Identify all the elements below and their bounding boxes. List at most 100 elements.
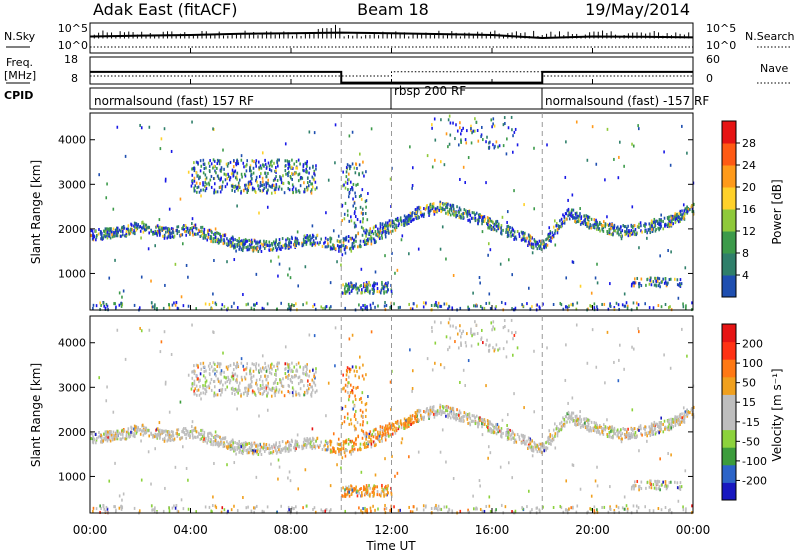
power-mark <box>433 212 436 216</box>
power-mark <box>482 219 484 223</box>
velocity-mark <box>548 437 551 441</box>
power-mark <box>334 161 336 165</box>
power-mark <box>547 235 550 239</box>
velocity-mark <box>576 423 579 427</box>
velocity-mark <box>194 428 197 432</box>
velocity-mark <box>640 427 642 431</box>
power-mark <box>329 236 331 240</box>
power-mark <box>434 158 436 162</box>
power-mark <box>213 191 215 195</box>
velocity-mark <box>249 367 252 371</box>
power-mark <box>360 225 363 229</box>
velocity-mark <box>505 431 508 435</box>
velocity-mark <box>674 416 676 420</box>
power-mark <box>185 225 188 229</box>
power-mark <box>297 284 300 288</box>
velocity-mark <box>268 370 271 374</box>
power-mark <box>626 304 629 308</box>
power-mark <box>371 287 374 291</box>
power-mark <box>93 234 95 238</box>
power-mark <box>653 223 656 227</box>
power-mark <box>477 217 480 221</box>
velocity-mark <box>247 448 249 452</box>
freq-label-1: Freq. <box>6 56 33 69</box>
velocity-mark <box>533 442 536 446</box>
velocity-mark <box>279 378 281 382</box>
power-mark <box>361 188 364 192</box>
velocity-mark <box>490 422 493 426</box>
power-mark <box>208 228 211 232</box>
power-mark <box>305 161 308 165</box>
power-mark <box>226 243 229 247</box>
velocity-mark <box>330 440 333 444</box>
power-mark <box>658 221 660 225</box>
velocity-mark <box>171 434 173 438</box>
power-mark <box>452 212 454 216</box>
power-mark <box>305 240 308 244</box>
power-mark <box>182 225 184 229</box>
velocity-mark <box>119 437 122 441</box>
velocity-mark <box>222 445 225 449</box>
power-mark <box>244 187 247 191</box>
power-mark <box>609 282 611 286</box>
velocity-mark <box>357 385 359 389</box>
velocity-mark <box>183 431 186 435</box>
power-mark <box>338 245 341 249</box>
velocity-mark <box>587 422 590 426</box>
velocity-mark <box>203 436 206 440</box>
velocity-mark <box>382 432 385 436</box>
power-mark <box>344 290 347 294</box>
power-mark <box>471 131 473 135</box>
power-mark <box>363 238 366 242</box>
power-mark <box>305 185 308 189</box>
power-mark <box>470 141 473 145</box>
power-mark <box>231 168 234 172</box>
velocity-mark <box>202 439 205 443</box>
velocity-mark <box>116 429 119 433</box>
velocity-mark <box>554 432 557 436</box>
velocity-mark <box>261 392 264 396</box>
power-mark <box>527 243 529 247</box>
velocity-mark <box>475 414 478 418</box>
velocity-mark <box>545 446 547 450</box>
power-mark <box>327 244 330 248</box>
velocity-mark <box>90 437 93 441</box>
velocity-mark <box>194 387 197 391</box>
power-mark <box>526 236 528 240</box>
velocity-mark <box>652 423 655 427</box>
power-mark <box>253 187 256 191</box>
power-mark <box>350 219 353 223</box>
power-mark <box>353 221 356 225</box>
velocity-mark <box>691 410 694 414</box>
power-mark <box>362 160 364 164</box>
power-mark <box>109 236 112 240</box>
velocity-mark <box>614 432 617 436</box>
power-mark <box>575 120 578 124</box>
power-mark <box>481 222 483 226</box>
power-mark <box>250 169 252 173</box>
velocity-mark <box>499 429 501 433</box>
power-mark <box>391 251 393 255</box>
power-mark <box>348 191 351 195</box>
power-mark <box>262 243 264 247</box>
power-mark <box>531 245 534 249</box>
power-mark <box>513 189 515 193</box>
velocity-mark <box>513 439 516 443</box>
power-mark <box>349 188 352 192</box>
power-mark <box>448 211 451 215</box>
power-mark <box>259 244 262 248</box>
power-mark <box>178 230 180 234</box>
power-mark <box>486 223 489 227</box>
power-mark <box>275 166 277 170</box>
power-mark <box>678 215 680 219</box>
power-mark <box>646 236 648 240</box>
velocity-mark <box>284 449 287 453</box>
power-mark <box>192 226 195 230</box>
power-mark <box>629 233 631 237</box>
velocity-mark <box>302 366 305 370</box>
power-mark <box>507 227 510 231</box>
power-mark <box>116 234 119 238</box>
power-mark <box>301 176 304 180</box>
velocity-mark <box>277 390 280 394</box>
power-mark <box>276 178 279 182</box>
